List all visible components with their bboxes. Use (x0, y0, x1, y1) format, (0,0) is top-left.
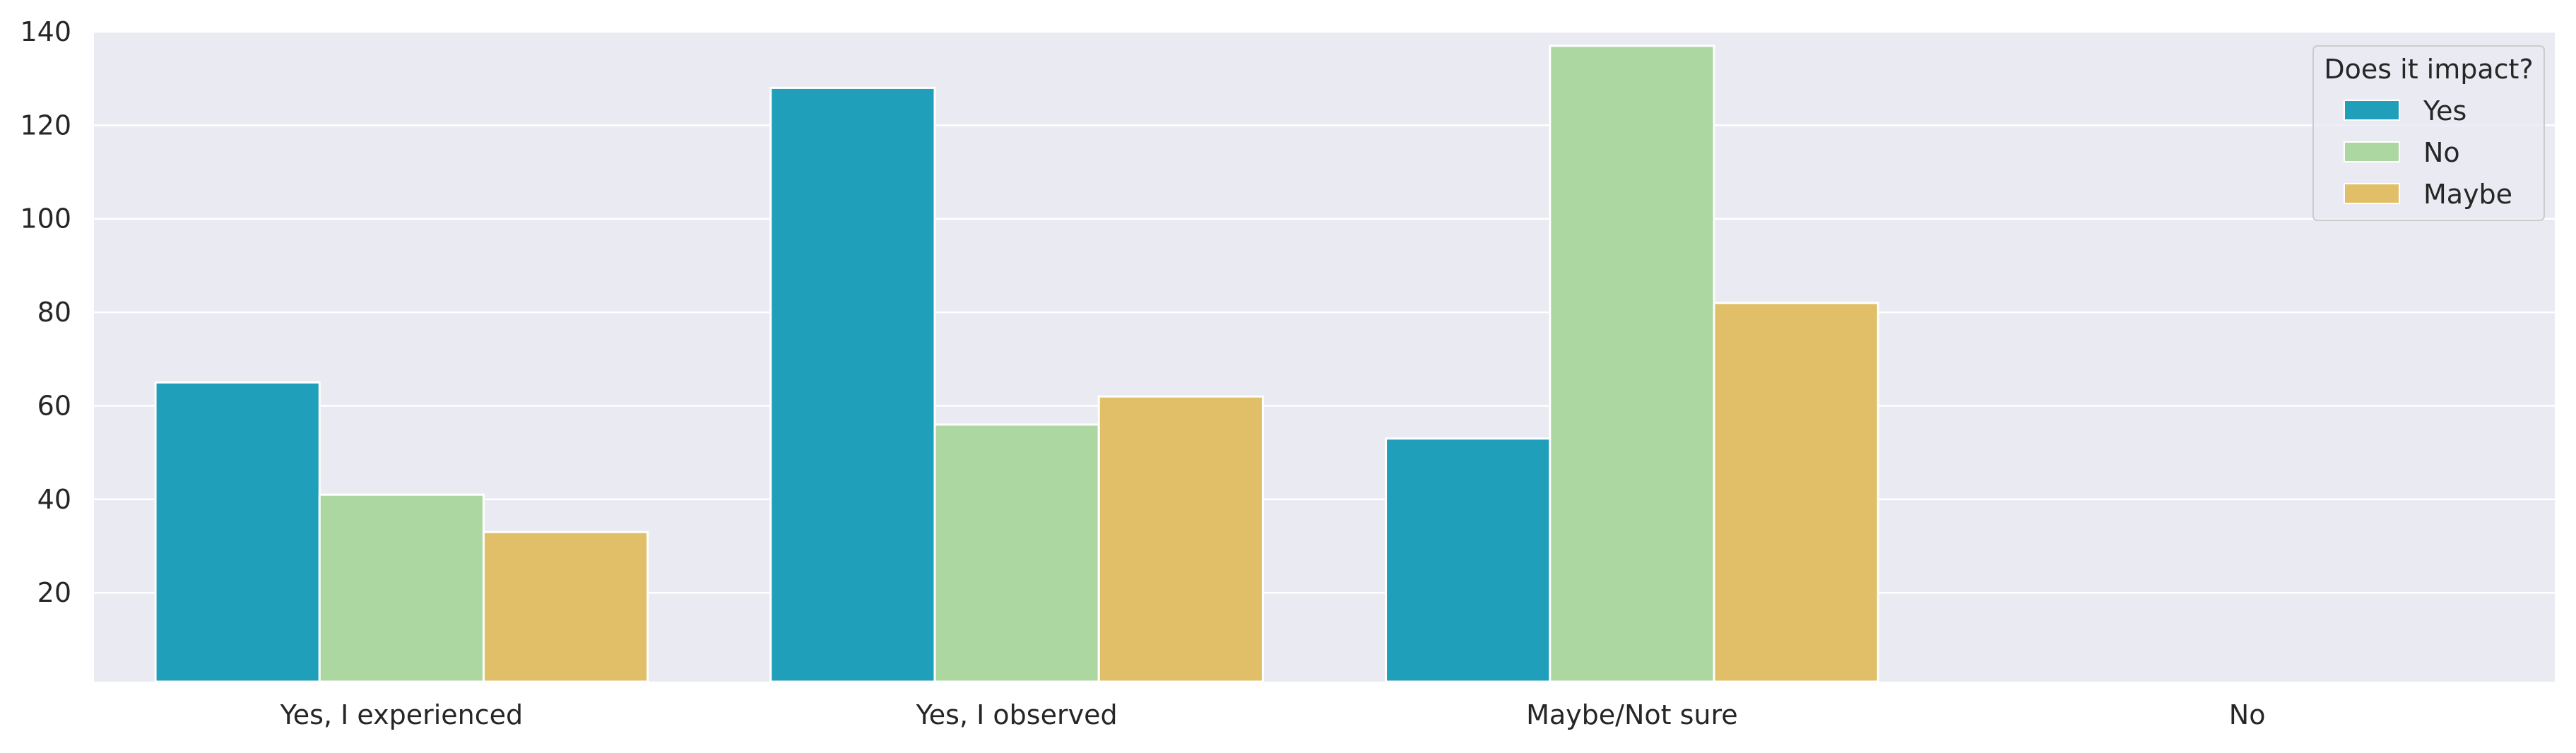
legend-title: Does it impact? (2324, 54, 2533, 85)
legend-box (2312, 45, 2545, 221)
x-tick-label: Maybe/Not sure (1526, 699, 1738, 730)
bar-maybe-1 (1097, 395, 1264, 683)
bars (154, 45, 1879, 683)
legend-label-maybe: Maybe (2423, 179, 2512, 210)
y-tick-label: 40 (37, 484, 71, 515)
bar-no-0 (318, 493, 485, 683)
bar-yes-2 (1385, 437, 1552, 683)
bar-maybe-2 (1713, 302, 1879, 683)
legend-swatch-maybe (2344, 183, 2400, 204)
legend: Does it impact? Yes No Maybe (2312, 45, 2545, 221)
x-tick-label: No (2229, 699, 2266, 730)
y-tick-label: 120 (20, 109, 71, 141)
x-tick-label: Yes, I experienced (280, 699, 524, 730)
y-tick-label: 60 (37, 390, 71, 421)
y-tick-label: 100 (20, 203, 71, 235)
legend-label-yes: Yes (2423, 95, 2466, 126)
y-tick-label: 20 (37, 577, 71, 608)
bar-yes-0 (154, 381, 321, 683)
y-tick-label: 80 (37, 297, 71, 328)
y-tick-label: 140 (20, 16, 71, 47)
legend-swatch-no (2344, 141, 2400, 162)
y-axis-ticks: 20 40 60 80 100 120 140 (20, 16, 71, 608)
bar-no-2 (1549, 45, 1715, 683)
legend-swatch-yes (2344, 100, 2400, 121)
legend-items: Yes No Maybe (2344, 95, 2512, 210)
bar-maybe-0 (482, 530, 649, 683)
bar-no-1 (933, 423, 1100, 683)
x-axis-ticks: Yes, I experienced Yes, I observed Maybe/N… (280, 699, 2266, 730)
bar-yes-1 (769, 86, 936, 683)
x-tick-label: Yes, I observed (916, 699, 1118, 730)
legend-label-no: No (2423, 137, 2460, 168)
